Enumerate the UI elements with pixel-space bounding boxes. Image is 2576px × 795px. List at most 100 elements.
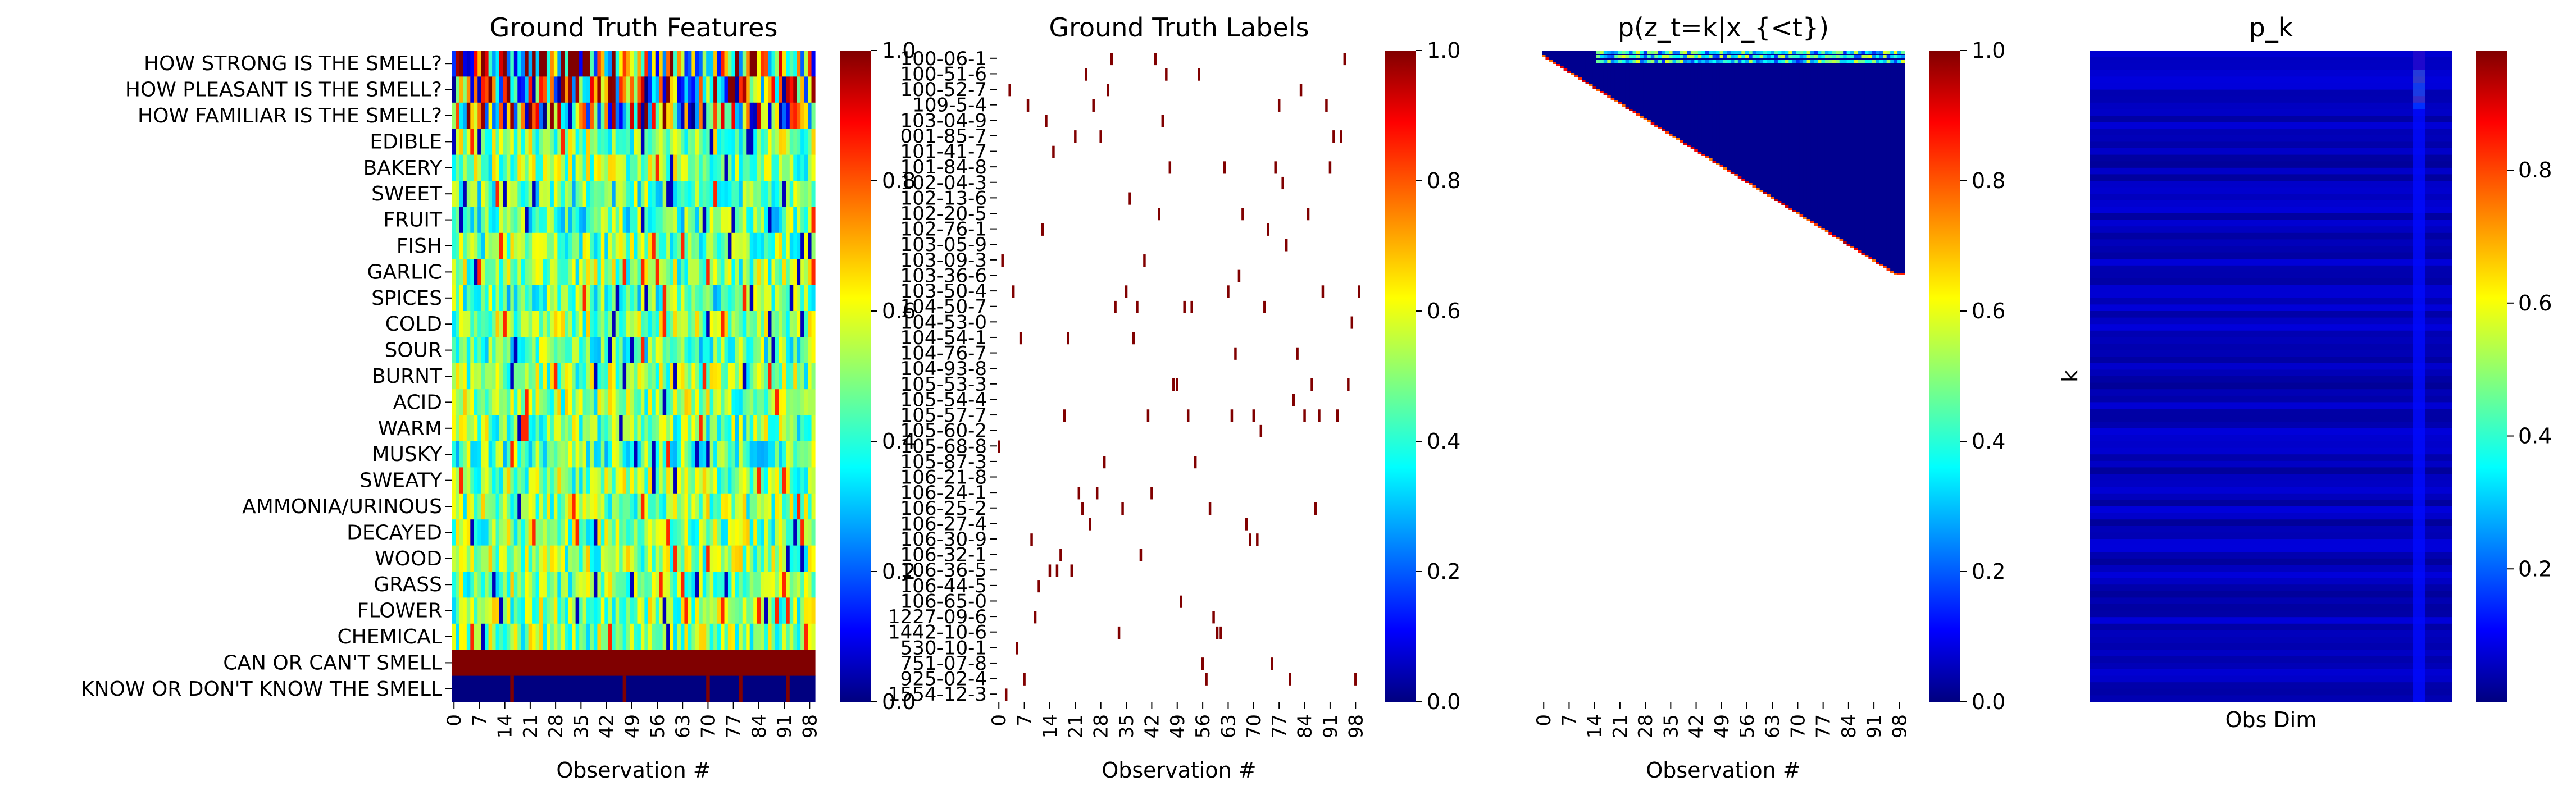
heat-cell: [565, 623, 569, 650]
heat-cell: [721, 572, 725, 598]
heat-cell: [797, 259, 801, 286]
heat-cell: [779, 572, 783, 598]
heat-cell: [640, 467, 645, 494]
heat-cell: [466, 467, 471, 494]
heat-cell: [1607, 95, 1612, 98]
heat-cell: [604, 545, 609, 572]
heat-cell: [572, 129, 576, 156]
heat-cell: [488, 467, 493, 494]
heat-cell: [684, 154, 689, 181]
heat-cell: [662, 76, 667, 103]
heat-cell: [503, 232, 507, 259]
heat-cell: [510, 363, 515, 390]
heat-cell: [1752, 185, 1756, 188]
heat-cell: [506, 441, 511, 468]
heat-cell: [771, 154, 776, 181]
heat-cell: [499, 285, 504, 312]
heat-cell: [771, 232, 776, 259]
heat-cell: [757, 545, 761, 572]
heat-cell: [485, 545, 489, 572]
x-tick-label: 28: [1635, 714, 1657, 738]
heat-cell: [582, 259, 587, 286]
heat-cell: [721, 129, 725, 156]
heat-cell: [488, 51, 493, 77]
heat-cell: [764, 363, 768, 390]
heat-cell: [688, 597, 692, 624]
heat-cell: [1752, 60, 1756, 63]
heat-cell: [811, 623, 816, 650]
heat-cell: [546, 519, 551, 546]
heat-cell: [695, 51, 699, 77]
heat-cell: [513, 337, 518, 364]
heat-cell: [640, 363, 645, 390]
heat-cell: [539, 519, 544, 546]
heat-cell: [724, 181, 729, 207]
heat-cell: [797, 363, 801, 390]
x-tick-label: 35: [570, 714, 593, 738]
heat-cell: [702, 493, 707, 520]
colorbar-tick-label: 0.4: [882, 429, 916, 454]
heat-cell: [456, 129, 460, 156]
heat-cell: [742, 51, 747, 77]
heat-cell: [506, 623, 511, 650]
y-tick-label: 106-36-5: [900, 559, 987, 582]
heat-row: [2090, 369, 2452, 377]
heat-cell: [666, 441, 671, 468]
heat-cell: [1901, 273, 1905, 275]
heat-cell: [789, 545, 794, 572]
y-tick-label: 106-30-9: [900, 528, 987, 551]
heat-cell: [561, 76, 565, 103]
heat-cell: [586, 650, 591, 677]
heat-cell: [640, 311, 645, 337]
heat-cell: [789, 363, 794, 390]
heat-column: [1883, 51, 1887, 268]
heat-cell: [492, 363, 497, 390]
heat-column: [1683, 51, 1687, 145]
label-mark: [1205, 673, 1208, 686]
heat-cell: [546, 129, 551, 156]
heat-cell: [470, 129, 475, 156]
heat-cell: [699, 76, 703, 103]
heat-cell: [1850, 55, 1855, 58]
label-mark: [1230, 409, 1234, 422]
label-mark: [1328, 161, 1332, 174]
panel1-colorbar-ticks: 0.00.20.40.60.81.0: [871, 38, 916, 714]
heat-cell: [640, 441, 645, 468]
heat-column: [1650, 51, 1655, 125]
heat-cell: [579, 154, 584, 181]
heat-cell: [779, 259, 783, 286]
heat-cell: [477, 597, 482, 624]
heat-column: [1864, 51, 1869, 257]
heat-cell: [684, 311, 689, 337]
heat-cell: [557, 311, 562, 337]
heat-cell: [808, 285, 812, 312]
heat-cell: [684, 181, 689, 207]
heat-cell: [622, 623, 627, 650]
heat-cell: [550, 650, 554, 677]
heat-cell: [1767, 60, 1771, 63]
heat-cell: [557, 337, 562, 364]
y-tick-label: 100-52-7: [900, 79, 987, 101]
heat-cell: [593, 675, 598, 702]
heat-cell: [466, 337, 471, 364]
heat-cell: [688, 259, 692, 286]
heat-cell: [565, 597, 569, 624]
heat-row: [2090, 695, 2452, 702]
label-mark: [1110, 53, 1113, 66]
y-tick-label: WARM: [378, 417, 442, 440]
heat-cell: [615, 207, 620, 234]
heat-cell: [532, 572, 536, 598]
heat-cell: [600, 441, 605, 468]
heat-cell: [804, 259, 808, 286]
heat-cell: [761, 623, 765, 650]
heat-cell: [739, 493, 743, 520]
x-tick-label: 56: [1192, 714, 1214, 738]
heat-cell: [746, 441, 750, 468]
heat-cell: [789, 207, 794, 234]
heat-cell: [634, 572, 638, 598]
heat-cell: [1712, 51, 1717, 54]
heat-cell: [1763, 192, 1768, 194]
heat-cell: [706, 597, 711, 624]
heat-cell: [539, 76, 544, 103]
colorbar-tick-label: 0.4: [2518, 424, 2552, 449]
